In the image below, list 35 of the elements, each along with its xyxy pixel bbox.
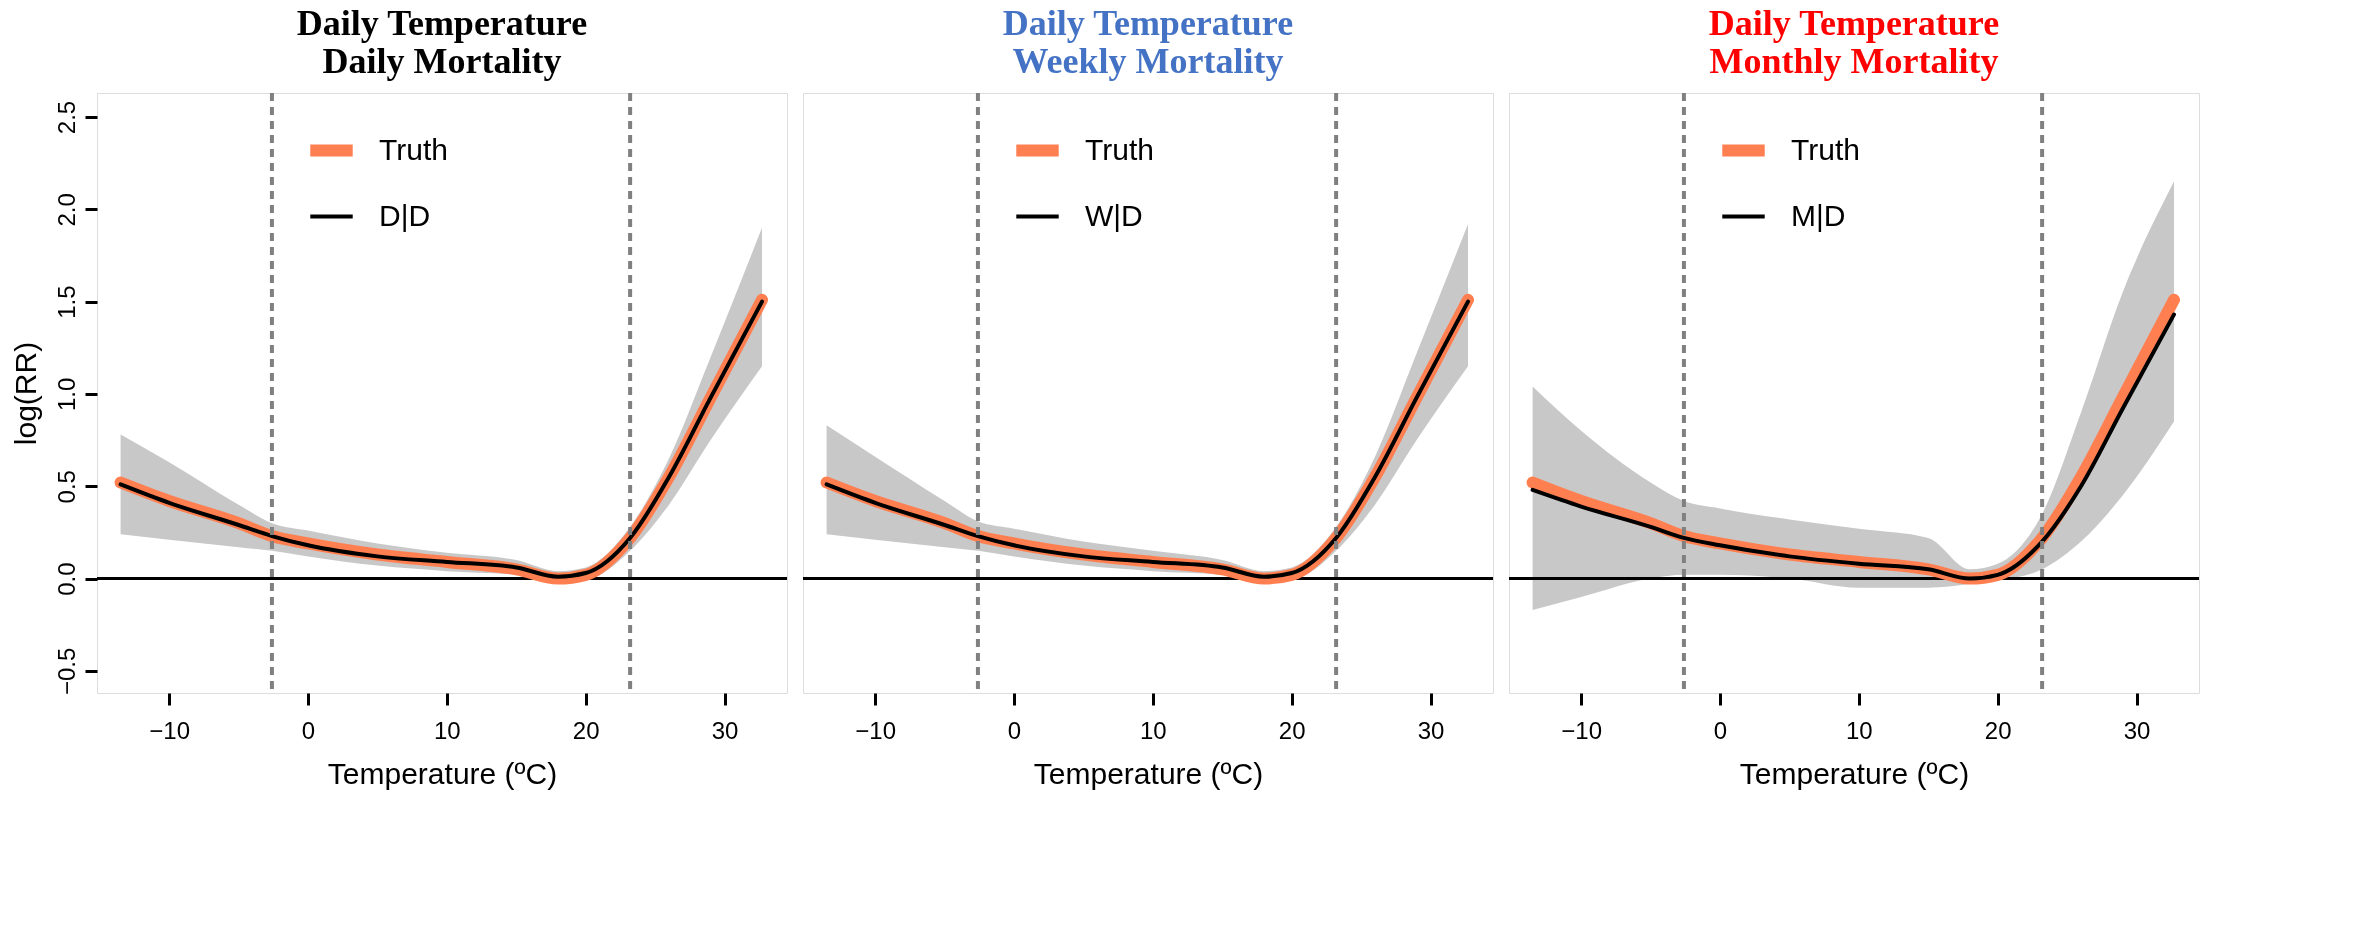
x-tick-label: 20 bbox=[1984, 716, 2012, 744]
y-tick-label: 1.5 bbox=[52, 285, 80, 319]
x-tick-label: 20 bbox=[1278, 716, 1306, 744]
x-tick-label: 20 bbox=[572, 716, 600, 744]
legend-label: Truth bbox=[1085, 132, 1154, 166]
chart-title: Daily Temperature Weekly Mortality bbox=[1002, 3, 1294, 81]
y-tick-label: −0.5 bbox=[52, 647, 80, 696]
x-tick-label: 30 bbox=[1417, 716, 1445, 744]
chart-title: Daily Temperature Monthly Mortality bbox=[1708, 3, 2000, 81]
x-tick-label: 10 bbox=[1846, 716, 1873, 744]
x-tick-label: −10 bbox=[855, 716, 897, 744]
y-tick-label: 1.0 bbox=[52, 377, 80, 412]
x-tick-label: 0 bbox=[1713, 716, 1728, 744]
legend-label: D|D bbox=[379, 198, 431, 232]
legend-label: Truth bbox=[379, 132, 448, 166]
x-tick-label: −10 bbox=[149, 716, 191, 744]
x-tick-label: 10 bbox=[1140, 716, 1167, 744]
x-tick-label: 0 bbox=[1007, 716, 1022, 744]
x-tick-label: 30 bbox=[711, 716, 739, 744]
x-tick-label: 0 bbox=[301, 716, 316, 744]
y-tick-label: 2.5 bbox=[52, 100, 80, 135]
x-axis-title: Temperature (ºC) bbox=[327, 756, 558, 790]
y-tick-label: 0.0 bbox=[52, 562, 80, 596]
x-tick-label: 10 bbox=[434, 716, 461, 744]
chart-title: Daily Temperature Daily Mortality bbox=[296, 3, 588, 81]
x-axis-title: Temperature (ºC) bbox=[1033, 756, 1264, 790]
y-axis-title: log(RR) bbox=[8, 341, 42, 446]
legend-label: W|D bbox=[1085, 198, 1143, 232]
y-tick-label: 0.5 bbox=[52, 470, 80, 504]
x-tick-label: −10 bbox=[1561, 716, 1603, 744]
legend-label: Truth bbox=[1791, 132, 1860, 166]
legend-label: M|D bbox=[1791, 198, 1846, 232]
x-axis-title: Temperature (ºC) bbox=[1739, 756, 1970, 790]
x-tick-label: 30 bbox=[2123, 716, 2151, 744]
y-tick-label: 2.0 bbox=[52, 193, 80, 227]
